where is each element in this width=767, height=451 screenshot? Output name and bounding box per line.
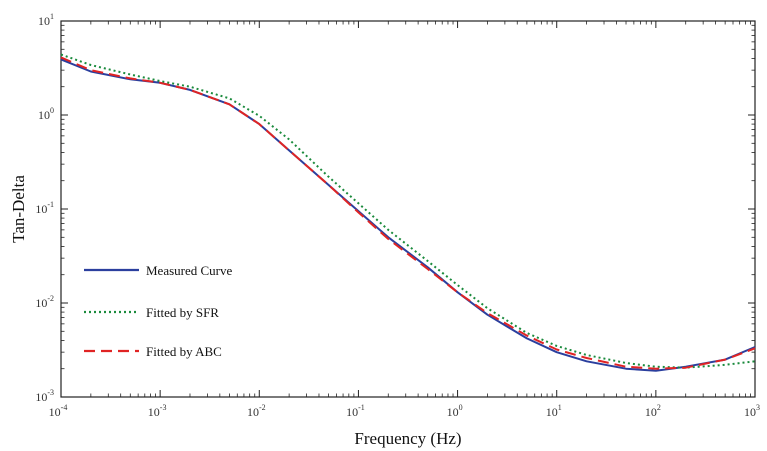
x-tick-label: 100 xyxy=(447,403,463,419)
series-line-measured-curve xyxy=(60,58,756,372)
x-tick-label: 102 xyxy=(645,403,661,419)
legend: Measured Curve Fitted by SFR Fitted by A… xyxy=(84,263,233,359)
legend-entry-sfr: Fitted by SFR xyxy=(84,305,219,320)
y-tick-label: 10-1 xyxy=(35,200,54,216)
x-tick-label: 10-1 xyxy=(346,403,365,419)
y-tick-label: 10-3 xyxy=(35,388,54,404)
y-tick-label: 10-2 xyxy=(35,294,54,310)
y-axis-title: Tan-Delta xyxy=(9,175,28,243)
series-line-fitted-by-abc xyxy=(60,56,756,370)
axis-ticks xyxy=(60,20,756,398)
plot-frame xyxy=(60,20,756,398)
series-lines xyxy=(60,53,756,372)
x-tick-label: 103 xyxy=(744,403,760,419)
y-tick-label: 100 xyxy=(38,106,54,122)
x-tick-labels: 10-4 10-3 10-2 10-1 100 101 102 103 xyxy=(49,403,760,419)
series-line-fitted-by-sfr xyxy=(60,53,756,369)
legend-entry-measured: Measured Curve xyxy=(84,263,233,278)
legend-label-measured: Measured Curve xyxy=(146,263,233,278)
y-tick-label: 101 xyxy=(38,12,54,28)
x-tick-label: 10-3 xyxy=(148,403,167,419)
legend-label-abc: Fitted by ABC xyxy=(146,344,222,359)
x-tick-label: 101 xyxy=(546,403,562,419)
legend-label-sfr: Fitted by SFR xyxy=(146,305,219,320)
x-tick-label: 10-2 xyxy=(247,403,266,419)
x-tick-label: 10-4 xyxy=(49,403,68,419)
y-tick-labels: 10-3 10-2 10-1 100 101 xyxy=(35,12,54,404)
legend-entry-abc: Fitted by ABC xyxy=(84,344,222,359)
x-axis-title: Frequency (Hz) xyxy=(354,429,461,448)
